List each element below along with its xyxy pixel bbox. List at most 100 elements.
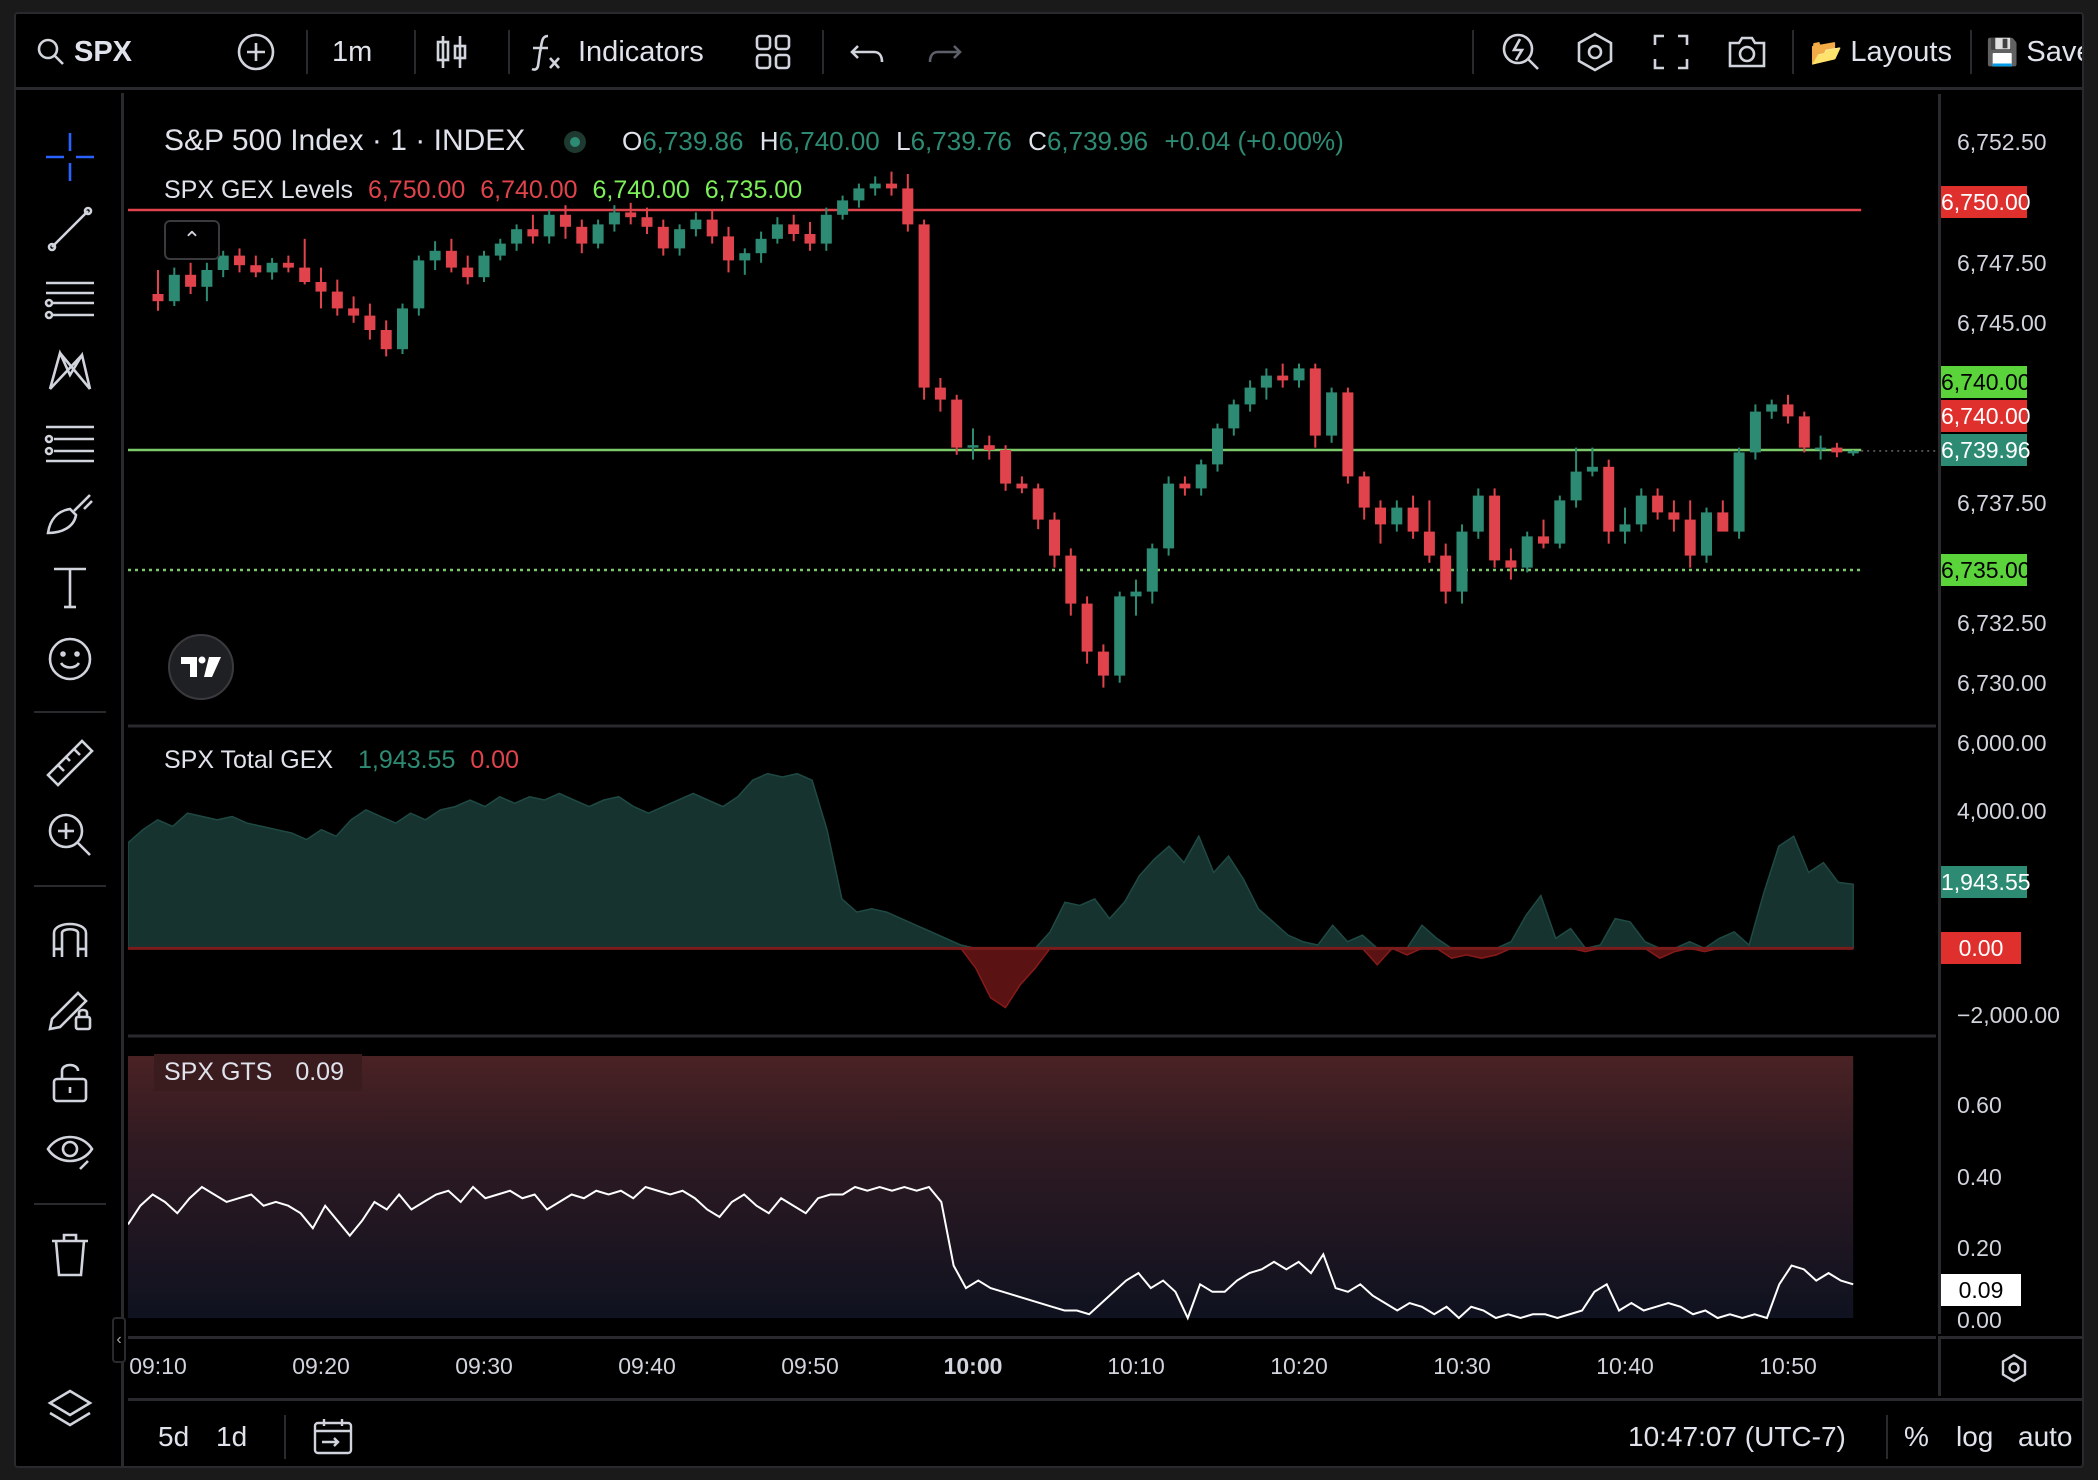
candle [1749, 411, 1761, 453]
candle [168, 274, 180, 302]
candle [1831, 447, 1843, 453]
candle [397, 308, 408, 350]
candle [1195, 464, 1207, 489]
magnet-tool[interactable] [44, 911, 96, 963]
undo-button[interactable] [848, 14, 888, 90]
market-status-dot[interactable] [563, 131, 586, 154]
total-gex-legend[interactable]: SPX Total GEX 1,943.55 0.00 [164, 746, 527, 775]
candle [1326, 392, 1338, 436]
gts-value: 0.09 [295, 1058, 344, 1086]
fib-tool[interactable] [44, 417, 96, 469]
ruler-icon [46, 739, 94, 787]
crosshair-tool[interactable] [44, 131, 96, 183]
time-label: 10:30 [1433, 1353, 1491, 1379]
price-pane [128, 171, 1936, 688]
gex-levels-legend[interactable]: SPX GEX Levels 6,750.00 6,740.00 6,740.0… [164, 176, 810, 205]
chart-type-button[interactable] [434, 14, 470, 90]
candle [1260, 375, 1272, 388]
candle [1065, 555, 1077, 604]
emoji-tool[interactable] [44, 633, 96, 685]
brush-tool[interactable] [44, 489, 96, 541]
candle [1000, 450, 1012, 484]
candle [755, 238, 767, 254]
trendline-tool[interactable] [44, 203, 96, 255]
auto-toggle[interactable]: auto [2018, 1421, 2073, 1452]
total-gex-value: 1,943.55 [358, 746, 456, 774]
candle [1733, 452, 1745, 532]
candle [331, 291, 343, 309]
candle [690, 219, 702, 230]
pattern-tool[interactable] [44, 345, 96, 397]
screenshot-button[interactable] [1726, 14, 1768, 90]
templates-button[interactable] [754, 14, 792, 90]
brush-icon [46, 494, 93, 535]
interval-button[interactable]: 1m [332, 14, 372, 90]
candle [723, 236, 734, 261]
candle [511, 229, 523, 244]
indicators-label: Indicators [578, 35, 704, 68]
tradingview-logo[interactable] [168, 634, 234, 700]
price-tick: 6,747.50 [1957, 250, 2047, 276]
percent-toggle[interactable]: % [1904, 1421, 1929, 1452]
object-tree-button[interactable] [44, 1385, 96, 1437]
ruler-tool[interactable] [44, 737, 96, 789]
crosshair-icon [46, 133, 94, 181]
collapse-toolbar-button[interactable]: ‹ [112, 1317, 126, 1363]
candle [1179, 483, 1191, 489]
candle [1130, 591, 1142, 597]
clock[interactable]: 10:47:07 (UTC-7) [1628, 1421, 1846, 1452]
candle [1440, 555, 1452, 592]
zoom-tool[interactable] [44, 809, 96, 861]
settings-button[interactable] [1574, 14, 1616, 90]
collapse-legend-button[interactable]: ⌃ [164, 220, 220, 260]
text-tool[interactable] [44, 561, 96, 613]
top-toolbar: SPX 1m Indicators [16, 14, 2082, 90]
candle [494, 243, 506, 256]
hide-tool[interactable] [44, 1125, 96, 1177]
candle [1049, 519, 1060, 556]
candle [1293, 368, 1305, 381]
zoom-in-icon [48, 813, 91, 856]
gts-tag-value: 0.09 [1941, 1274, 2021, 1306]
horizontal-lines-tool[interactable] [44, 273, 96, 325]
price-tag-gex-green-2: 6,735.00 [1941, 554, 2031, 586]
main-legend: S&P 500 Index · 1 · INDEX O6,739.86 H6,7… [164, 124, 1352, 158]
scale-settings-button[interactable] [1938, 1336, 2082, 1396]
chart-canvas[interactable] [128, 94, 1936, 1334]
ohlc-high: 6,740.00 [778, 126, 880, 156]
candle [625, 212, 637, 218]
save-button[interactable]: 💾 Save [1986, 14, 2082, 90]
candle [1701, 512, 1712, 556]
gts-tick: 0.60 [1957, 1092, 2002, 1118]
candle [299, 267, 311, 282]
price-tick: 6,730.00 [1957, 670, 2047, 696]
compare-button[interactable] [236, 14, 276, 90]
gts-legend[interactable]: SPX GTS 0.09 [154, 1054, 362, 1091]
price-scale[interactable]: 6,752.50 6,750.00 6,747.50 6,745.00 6,74… [1938, 94, 2082, 1334]
remove-tool[interactable] [44, 1229, 96, 1281]
candle [413, 260, 425, 309]
time-axis[interactable]: 09:10 09:20 09:30 09:40 09:50 10:00 10:10 10:20… [128, 1336, 1936, 1396]
eye-icon [46, 1135, 94, 1170]
range-5d[interactable]: 5d [158, 1421, 190, 1452]
lock-drawing-tool[interactable] [44, 983, 96, 1035]
redo-button[interactable] [924, 14, 964, 90]
fullscreen-button[interactable] [1652, 14, 1690, 90]
gex-tag-zero: 0.00 [1941, 932, 2021, 964]
indicators-button[interactable]: Indicators [528, 14, 704, 90]
chart-area[interactable]: S&P 500 Index · 1 · INDEX O6,739.86 H6,7… [128, 94, 1936, 1334]
settings-icon [1577, 32, 1613, 72]
lock-all-tool[interactable] [44, 1055, 96, 1107]
log-toggle[interactable]: log [1956, 1421, 1994, 1452]
go-to-date-button[interactable] [312, 1401, 354, 1466]
gts-pane [128, 1056, 1854, 1321]
range-1d[interactable]: 1d [216, 1421, 248, 1452]
layouts-button[interactable]: 📂 Layouts [1810, 14, 1952, 90]
candle [1652, 495, 1664, 513]
candle [1489, 495, 1501, 561]
ohlc-open-label: O [621, 126, 643, 156]
symbol-search[interactable]: SPX [36, 14, 132, 90]
price-tick: 6,745.00 [1957, 310, 2047, 336]
alerts-button[interactable] [1500, 14, 1542, 90]
fullscreen-icon [1653, 34, 1689, 70]
